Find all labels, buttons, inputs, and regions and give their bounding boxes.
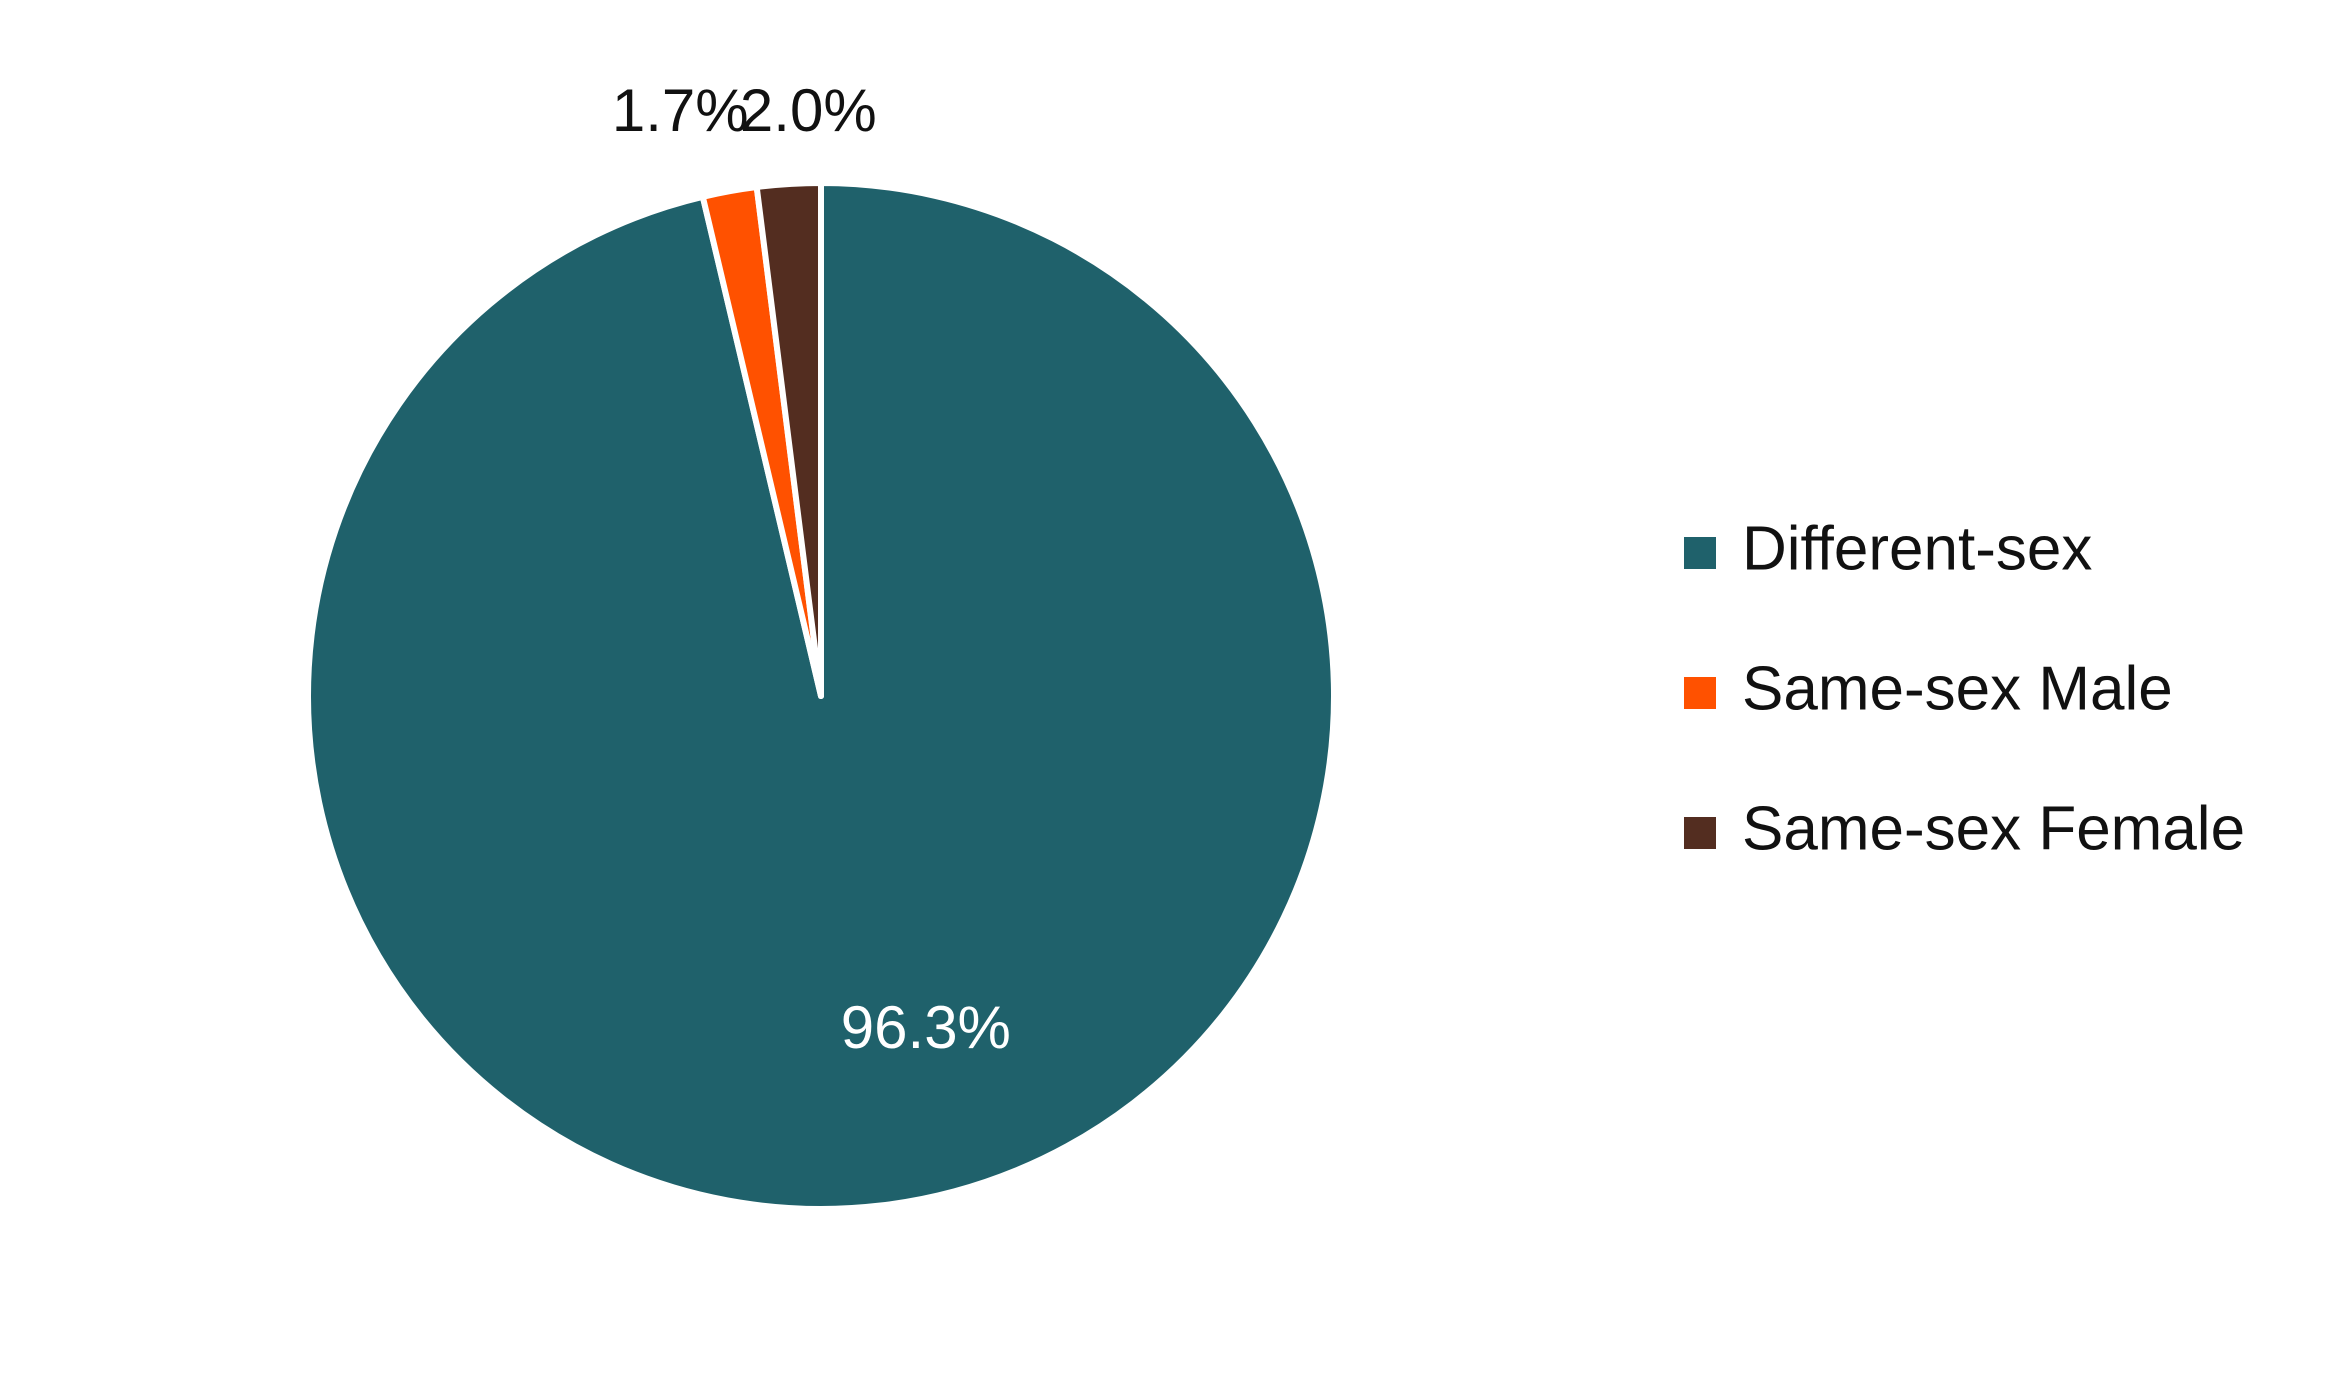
legend-swatch [1684,537,1716,569]
legend-label: Same-sex Female [1742,794,2245,863]
legend-label: Different-sex [1742,514,2092,583]
legend-label: Same-sex Male [1742,654,2173,723]
data-label: 96.3% [841,994,1011,1061]
data-label: 1.7% [612,77,749,144]
legend-swatch [1684,677,1716,709]
pie-slice [753,180,824,699]
legend-swatch [1684,817,1716,849]
data-label: 2.0% [740,77,877,144]
